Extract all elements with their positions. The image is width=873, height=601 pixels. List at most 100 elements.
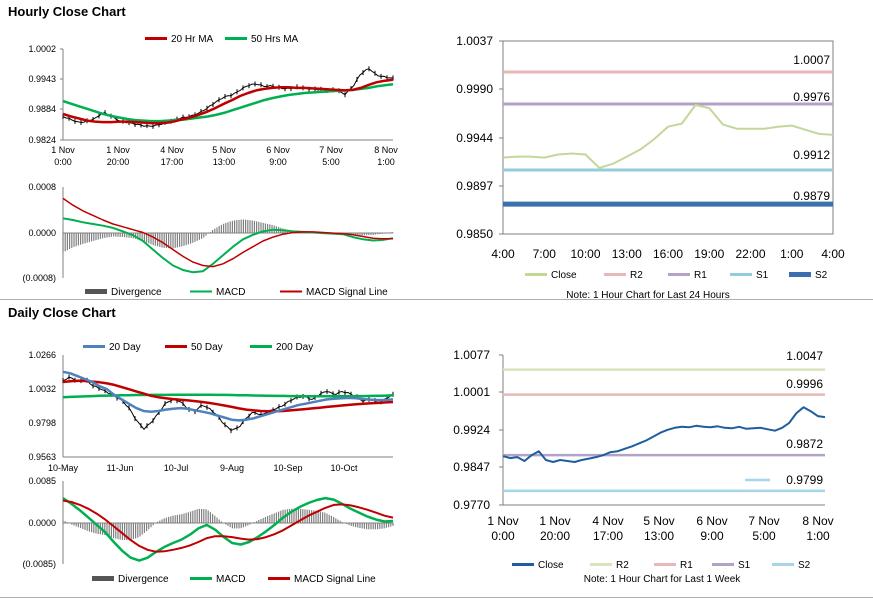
hourly-price-x-tick: 1 Nov: [51, 145, 75, 155]
hourly-price-legend-label: 50 Hrs MA: [251, 34, 299, 45]
weekly-y-tick: 1.0001: [453, 385, 490, 399]
hourly-price-legend-label: 20 Hr MA: [171, 34, 214, 45]
weekly-y-tick: 0.9770: [453, 498, 490, 512]
hourly-section-title: Hourly Close Chart: [8, 4, 126, 19]
weekly-x-tick: 1 Nov: [487, 514, 518, 528]
weekly-x-tick: 6 Nov: [696, 514, 727, 528]
hourly-price-x-tick: 1 Nov: [106, 145, 130, 155]
hourly24-note: Note: 1 Hour Chart for Last 24 Hours: [566, 290, 729, 301]
weekly-x-tick: 5:00: [752, 529, 776, 543]
daily-price-y-tick: 1.0032: [28, 384, 56, 394]
hourly-price-x-tick: 5 Nov: [212, 145, 236, 155]
hourly24-legend-label: R1: [694, 270, 707, 281]
hourly24-plot-frame: [502, 40, 834, 235]
hourly24-x-tick: 19:00: [694, 247, 724, 261]
weekly-x-tick: 7 Nov: [748, 514, 779, 528]
daily-price-x-tick: 10-Sep: [273, 463, 302, 473]
daily-macd-y-tick: 0.0000: [28, 518, 56, 528]
hourly24-legend-label: Close: [551, 270, 577, 281]
hourly24-level-label: 0.9879: [793, 189, 830, 203]
weekly-level-label: 1.0047: [786, 349, 823, 363]
weekly-y-tick: 1.0077: [453, 348, 490, 362]
hourly-price-x-tick: 17:00: [161, 157, 184, 167]
hourly-macd-legend-label: MACD: [216, 287, 245, 298]
hourly24-legend-label: S2: [815, 270, 828, 281]
hourly24-y-tick: 0.9850: [456, 227, 493, 241]
weekly-close-line: [502, 406, 826, 463]
daily-macd-legend-swatch: [92, 576, 114, 581]
hourly24-legend-label: R2: [630, 270, 643, 281]
bottom-divider: [0, 597, 873, 598]
hourly24-x-tick: 16:00: [653, 247, 683, 261]
hourly-price-x-tick: 9:00: [269, 157, 287, 167]
weekly-x-tick: 8 Nov: [802, 514, 833, 528]
daily-price-x-tick: 10-Oct: [330, 463, 358, 473]
daily-macd-legend-label: MACD Signal Line: [294, 574, 376, 585]
hourly-price-x-tick: 1:00: [377, 157, 395, 167]
weekly-legend-label: R2: [616, 560, 629, 571]
daily-20-line: [62, 370, 394, 422]
hourly-price-y-tick: 1.0002: [28, 44, 56, 54]
weekly-x-tick: 5 Nov: [643, 514, 674, 528]
hourly24-y-tick: 0.9944: [456, 131, 493, 145]
weekly-note: Note: 1 Hour Chart for Last 1 Week: [584, 574, 742, 585]
hourly24-y-tick: 1.0037: [456, 34, 493, 48]
hourly-close-line: [62, 66, 394, 129]
daily-macd-y-tick: (0.0085): [22, 559, 56, 569]
hourly-price-x-tick: 6 Nov: [266, 145, 290, 155]
daily-macd-legend-label: MACD: [216, 574, 245, 585]
hourly24-level-label: 0.9912: [793, 148, 830, 162]
hourly24-x-tick: 4:00: [491, 247, 515, 261]
daily-price-y-tick: 1.0266: [28, 350, 56, 360]
hourly-macd-y-tick: (0.0008): [22, 273, 56, 283]
hourly24-y-tick: 0.9897: [456, 179, 493, 193]
daily-price-legend-label: 200 Day: [276, 342, 313, 353]
hourly24-x-tick: 13:00: [612, 247, 642, 261]
daily-price-legend-label: 50 Day: [191, 342, 223, 353]
hourly24-close-line: [502, 104, 834, 169]
weekly-level-label: 0.9996: [786, 377, 823, 391]
weekly-y-tick: 0.9924: [453, 423, 490, 437]
weekly-legend-label: R1: [680, 560, 693, 571]
hourly24-x-tick: 1:00: [780, 247, 804, 261]
hourly-price-y-tick: 0.9824: [28, 135, 56, 145]
daily-price-y-tick: 0.9798: [28, 418, 56, 428]
daily-50-line: [62, 379, 394, 413]
weekly-level-label: 0.9799: [786, 473, 823, 487]
weekly-x-tick: 0:00: [491, 529, 515, 543]
daily-section-title: Daily Close Chart: [8, 305, 116, 320]
hourly-price-x-tick: 8 Nov: [374, 145, 398, 155]
daily-200-line: [62, 393, 394, 399]
daily-price-x-tick: 11-Jun: [107, 463, 134, 473]
weekly-x-tick: 13:00: [644, 529, 674, 543]
hourly24-x-tick: 22:00: [735, 247, 765, 261]
weekly-y-tick: 0.9847: [453, 460, 490, 474]
hourly-price-y-tick: 0.9884: [28, 104, 56, 114]
weekly-x-tick: 4 Nov: [592, 514, 623, 528]
daily-price-x-tick: 9-Aug: [220, 463, 244, 473]
weekly-x-tick: 20:00: [540, 529, 570, 543]
daily-macd-legend-label: Divergence: [118, 574, 169, 585]
weekly-legend-label: S1: [738, 560, 751, 571]
weekly-x-tick: 9:00: [700, 529, 724, 543]
hourly-price-x-tick: 0:00: [54, 157, 72, 167]
hourly24-level-label: 0.9976: [793, 90, 830, 104]
hourly-macd-signal-line: [62, 197, 393, 268]
hourly-price-y-tick: 0.9943: [28, 74, 56, 84]
weekly-level-label: 0.9872: [786, 437, 823, 451]
hourly-price-x-tick: 13:00: [213, 157, 236, 167]
hourly24-x-tick: 7:00: [533, 247, 557, 261]
daily-price-y-tick: 0.9563: [28, 452, 56, 462]
hourly-ma20-line: [62, 78, 394, 125]
hourly-price-x-tick: 7 Nov: [319, 145, 343, 155]
hourly-macd-legend-swatch: [85, 289, 107, 294]
hourly-macd-y-tick: 0.0000: [28, 228, 56, 238]
hourly-macd-legend-label: MACD Signal Line: [306, 287, 388, 298]
daily-price-x-tick: 10-May: [48, 463, 79, 473]
hourly-macd-y-tick: 0.0008: [28, 182, 56, 192]
daily-macd-line: [62, 496, 394, 562]
weekly-legend-label: S2: [798, 560, 811, 571]
hourly24-x-tick: 4:00: [821, 247, 845, 261]
hourly24-level-label: 1.0007: [793, 53, 830, 67]
